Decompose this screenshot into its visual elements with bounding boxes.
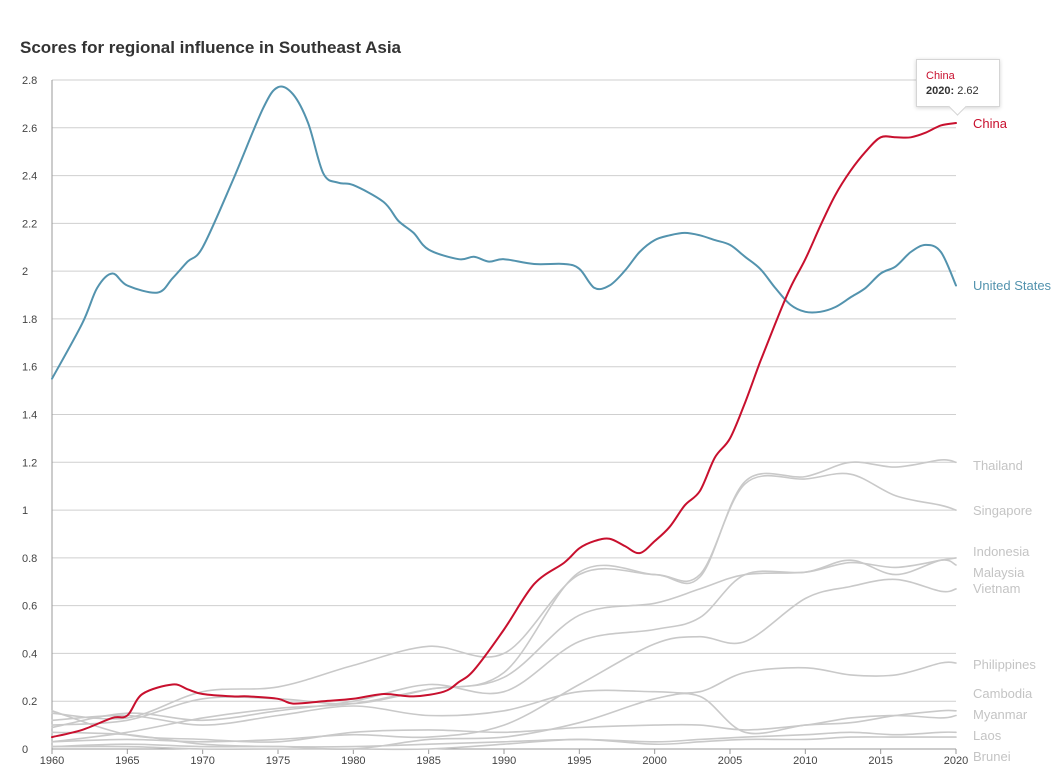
x-tick-label: 2010: [793, 755, 817, 767]
china-label: China: [973, 116, 1008, 131]
thailand-label: Thailand: [973, 458, 1023, 473]
y-tick-label: 1.2: [22, 457, 37, 469]
x-tick-label: 2000: [642, 755, 666, 767]
indonesia-label: Indonesia: [973, 544, 1030, 559]
chart-title: Scores for regional influence in Southea…: [20, 38, 402, 57]
philippines-line[interactable]: [51, 661, 957, 726]
y-tick-label: 1.6: [22, 362, 37, 374]
philippines-label: Philippines: [973, 657, 1036, 672]
malaysia-label: Malaysia: [973, 565, 1025, 580]
x-tick-label: 1960: [40, 755, 64, 767]
gray-series-group: [51, 458, 957, 751]
brunei-line[interactable]: [51, 736, 957, 751]
myanmar-label: Myanmar: [973, 707, 1028, 722]
grid-lines: [51, 79, 956, 750]
y-tick-label: 0: [22, 744, 28, 756]
series-labels: Thailand Singapore Indonesia MalaysiaVietna…: [973, 116, 1052, 764]
y-tick-label: 0.8: [22, 553, 37, 565]
x-tick-label: 2015: [868, 755, 892, 767]
cambodia-label: Cambodia: [973, 686, 1033, 701]
indonesia-line[interactable]: [51, 557, 957, 743]
x-tick-label: 2020: [944, 755, 968, 767]
tooltip-year: 2020:: [926, 85, 955, 97]
brunei-label: Brunei: [973, 749, 1011, 764]
highlight-series-group: [51, 85, 957, 739]
cambodia-line[interactable]: [51, 692, 957, 751]
singapore-line[interactable]: [51, 472, 957, 720]
malaysia-line[interactable]: [51, 559, 957, 729]
y-tick-label: 0.6: [22, 601, 37, 613]
tooltip-series-name: China: [926, 70, 955, 82]
y-tick-label: 1.8: [22, 314, 37, 326]
x-tick-label: 1970: [190, 755, 214, 767]
y-tick-label: 0.2: [22, 696, 37, 708]
china-line[interactable]: [51, 122, 957, 739]
y-tick-label: 2: [22, 266, 28, 278]
vietnam-line[interactable]: [51, 578, 957, 743]
x-tick-label: 1965: [115, 755, 139, 767]
united-states-line[interactable]: [51, 85, 957, 380]
x-tick-label: 1985: [416, 755, 440, 767]
x-tick-label: 1995: [567, 755, 591, 767]
y-tick-label: 1.4: [22, 410, 37, 422]
x-tick-label: 1975: [266, 755, 290, 767]
china-tooltip: China 2020: 2.62: [916, 59, 1000, 107]
tooltip-value-line: 2020: 2.62: [926, 85, 979, 97]
laos-label: Laos: [973, 728, 1002, 743]
united-states-label: United States: [973, 278, 1052, 293]
y-tick-label: 0.4: [22, 648, 37, 660]
singapore-label: Singapore: [973, 503, 1032, 518]
x-tick-label: 1990: [492, 755, 516, 767]
myanmar-line[interactable]: [51, 710, 957, 743]
y-axis-ticks: 0 0.2 0.4 0.6 0.8 1 1.2 1.4 1.6 1.8 2 2.2 2.4 2.6 2.8: [22, 75, 37, 756]
y-tick-label: 2.8: [22, 75, 37, 87]
y-tick-label: 2.2: [22, 218, 37, 230]
x-tick-label: 1980: [341, 755, 365, 767]
tooltip-value: 2.62: [957, 85, 979, 97]
y-tick-label: 1: [22, 505, 28, 517]
x-tick-label: 2005: [718, 755, 742, 767]
y-tick-label: 2.6: [22, 123, 37, 135]
vietnam-label: Vietnam: [973, 581, 1020, 596]
y-tick-label: 2.4: [22, 171, 37, 183]
x-axis-ticks: 1960 1965 1970 1975 1980 1985 1990 1995 2000 2005…: [40, 749, 968, 767]
